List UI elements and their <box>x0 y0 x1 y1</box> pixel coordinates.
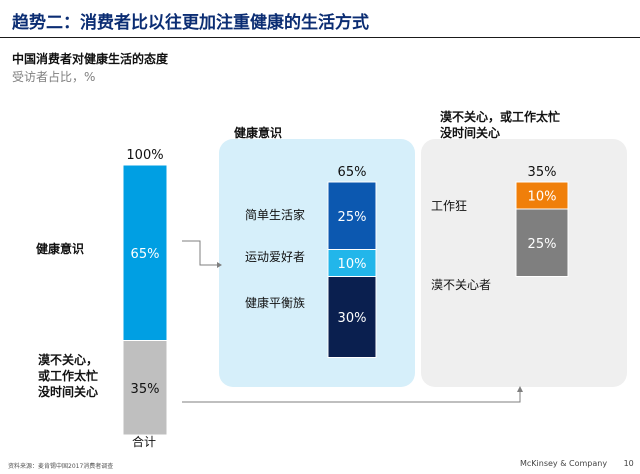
segment-name-indifferent: 漠不关心者 <box>431 278 492 292</box>
health-panel-title: 健康意识 <box>234 126 283 140</box>
bar-1-segment-0-label: 25% <box>338 210 367 225</box>
connector-health <box>182 240 217 266</box>
connector-health-arrowhead <box>217 262 222 268</box>
connector-indifferent <box>182 388 521 403</box>
left-label-health: 健康意识 <box>36 242 85 256</box>
left-label-indifferent-line1: 漠不关心， <box>38 353 99 367</box>
bar-1-segment-1 <box>327 249 377 277</box>
bar-2-segment-1 <box>515 208 569 277</box>
segment-name-health-balance: 健康平衡族 <box>245 296 306 310</box>
segment-name-simple-living: 简单生活家 <box>245 208 306 222</box>
page-number: 10 <box>623 459 634 468</box>
footer-brand: McKinsey & Company 10 <box>520 459 634 468</box>
indifferent-panel-title-line1: 漠不关心，或工作太忙 <box>440 110 561 124</box>
title-divider <box>0 37 640 38</box>
health-panel <box>219 139 415 387</box>
bar-2-total-label: 35% <box>528 165 557 180</box>
segment-name-workaholic: 工作狂 <box>431 199 468 213</box>
bar-0-segment-1-label: 35% <box>131 382 160 397</box>
bar-2-segment-1-label: 25% <box>528 237 557 252</box>
source-note: 资料来源：麦肯锡中国2017消费者调查 <box>8 463 114 470</box>
bar-1-segment-1-label: 10% <box>338 257 367 272</box>
indifferent-panel-title-line2: 没时间关心 <box>440 126 501 140</box>
page-title: 趋势二：消费者比以往更加注重健康的生活方式 <box>12 13 369 33</box>
x-label-total: 合计 <box>132 435 157 449</box>
chart-subtitle: 中国消费者对健康生活的态度 <box>12 52 169 66</box>
left-label-indifferent-line2: 或工作太忙 <box>38 369 99 383</box>
connector-lines <box>182 240 523 403</box>
bar-2-segment-0 <box>515 181 569 210</box>
left-label-indifferent-line3: 没时间关心 <box>38 385 99 399</box>
segment-name-sports-lover: 运动爱好者 <box>245 250 306 264</box>
chart-unit: 受访者占比，% <box>12 70 96 84</box>
bar-0-segment-1 <box>122 340 168 436</box>
bar-1-total-label: 65% <box>338 165 367 180</box>
brand-name: McKinsey & Company <box>520 459 608 468</box>
bar-1-segment-2-label: 30% <box>338 311 367 326</box>
bar-0-segment-0 <box>122 164 168 341</box>
bar-0-segment-0-label: 65% <box>131 247 160 262</box>
bar-0-total-label: 100% <box>126 148 163 163</box>
bar-1-segment-2 <box>327 276 377 358</box>
bar-1-segment-0 <box>327 181 377 250</box>
connector-indifferent-arrowhead <box>517 386 523 392</box>
bar-2-segment-0-label: 10% <box>528 190 557 205</box>
